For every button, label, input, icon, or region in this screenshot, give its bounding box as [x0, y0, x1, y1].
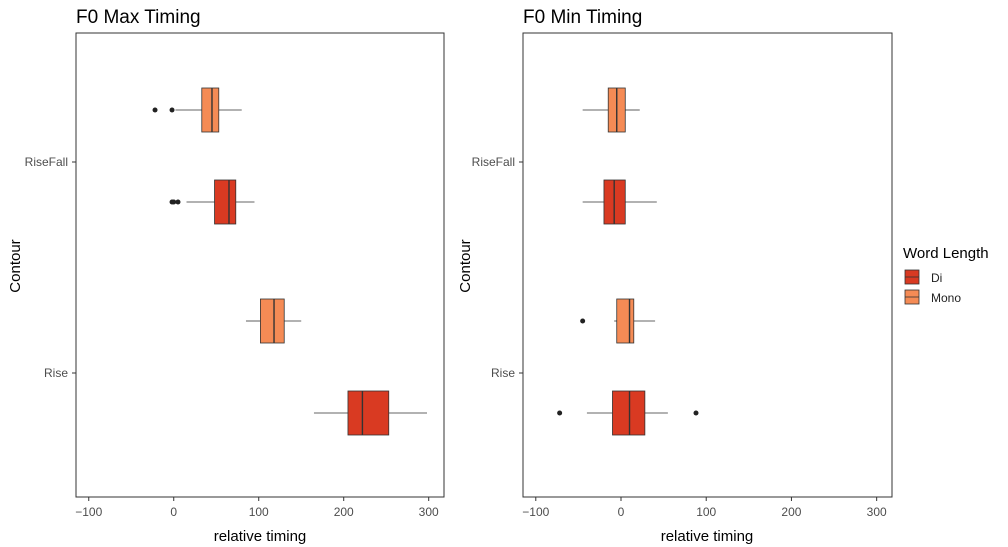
panel-f0-min-timing: F0 Min Timing Contour relative timing −1…: [457, 7, 893, 545]
y-tick-label: Rise: [491, 366, 515, 380]
y-tick-label: RiseFall: [472, 155, 515, 169]
box-mono-rise: [580, 298, 656, 344]
outlier-point: [175, 199, 181, 205]
panel-border: [75, 32, 445, 498]
outlier-point: [580, 318, 586, 324]
x-axis-title: relative timing: [214, 528, 307, 545]
box-mono-rise: [245, 298, 302, 344]
x-axis-ticks: −100 0 100 200 300: [522, 497, 887, 519]
y-axis-ticks: RiseFall Rise: [25, 155, 76, 380]
panel-f0-max-timing: F0 Max Timing Contour relative timing −1…: [7, 7, 445, 545]
legend-label-mono: Mono: [931, 291, 961, 305]
x-tick-label: 300: [419, 505, 439, 519]
x-tick-label: 0: [618, 505, 625, 519]
box-body: [347, 390, 390, 436]
x-tick-label: 200: [334, 505, 354, 519]
x-tick-label: 0: [170, 505, 177, 519]
box-body: [214, 179, 237, 225]
x-tick-label: 300: [867, 505, 887, 519]
legend-item-di: Di: [904, 269, 942, 285]
panel-title: F0 Max Timing: [76, 7, 201, 28]
outlier-point: [152, 107, 158, 113]
outlier-point: [171, 199, 177, 205]
box-mono-risefall: [152, 87, 242, 133]
x-tick-label: 200: [781, 505, 801, 519]
panel-border: [522, 32, 893, 498]
box-body: [616, 298, 635, 344]
y-tick-label: Rise: [44, 366, 68, 380]
y-axis-ticks: RiseFall Rise: [472, 155, 523, 380]
box-di-rise: [313, 390, 428, 436]
panel-title: F0 Min Timing: [523, 7, 642, 28]
x-tick-label: 100: [696, 505, 716, 519]
x-tick-label: −100: [75, 505, 102, 519]
y-tick-label: RiseFall: [25, 155, 68, 169]
plot-marks: [557, 87, 699, 436]
x-tick-label: 100: [249, 505, 269, 519]
box-body: [201, 87, 220, 133]
legend-label-di: Di: [931, 271, 942, 285]
legend-title: Word Length: [903, 245, 989, 262]
outlier-point: [169, 107, 175, 113]
outlier-point: [557, 410, 563, 416]
plot-marks: [152, 87, 428, 436]
x-axis-title: relative timing: [661, 528, 754, 545]
y-axis-title: Contour: [7, 239, 24, 292]
box-body: [260, 298, 285, 344]
legend: Word Length Di Mono: [903, 245, 989, 305]
outlier-point: [693, 410, 699, 416]
box-di-risefall: [169, 179, 255, 225]
box-di-risefall: [582, 179, 657, 225]
x-tick-label: −100: [522, 505, 549, 519]
box-di-rise: [557, 390, 699, 436]
legend-item-mono: Mono: [904, 289, 961, 305]
x-axis-ticks: −100 0 100 200 300: [75, 497, 439, 519]
box-mono-risefall: [582, 87, 640, 133]
box-body: [612, 390, 646, 436]
y-axis-title: Contour: [457, 239, 474, 292]
